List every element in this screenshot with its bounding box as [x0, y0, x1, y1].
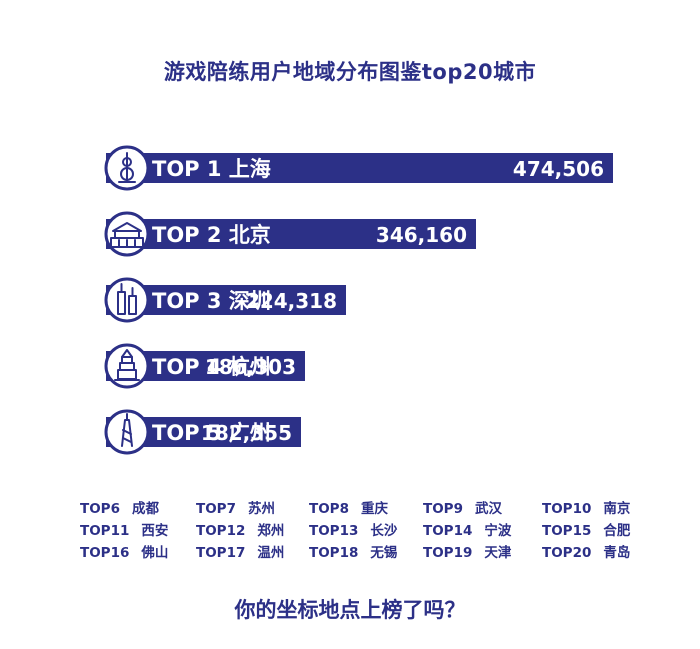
rank-item: TOP10 南京	[542, 497, 630, 517]
city-label: 合肥	[603, 523, 631, 539]
bar	[106, 219, 476, 249]
rank-row: TOP11 西安 TOP12 郑州 TOP13 长沙 TOP14 宁波 TOP15 合肥	[80, 519, 650, 541]
bar-category-label: TOP 2 北京	[152, 223, 271, 247]
rank-item: TOP13 长沙	[309, 519, 397, 539]
rank-item: TOP16 佛山	[80, 541, 168, 561]
oriental-pearl-tower-icon	[104, 145, 150, 191]
bar-group: TOP 2 北京 346,160	[104, 211, 476, 257]
rank-item: TOP15 合肥	[542, 519, 630, 539]
rank-item: TOP19 天津	[423, 541, 511, 561]
city-label: 南京	[603, 501, 631, 517]
rank-item: TOP12 郑州	[196, 519, 284, 539]
chart-title: 游戏陪练用户地域分布图鉴top20城市	[163, 60, 537, 84]
rank-label: TOP18	[309, 545, 359, 561]
rank-label: TOP16	[80, 545, 130, 561]
rank-label: TOP11	[80, 523, 130, 539]
city-label: 重庆	[360, 501, 388, 517]
rank-label: TOP7	[196, 501, 236, 517]
rank-item: TOP6 成都	[80, 497, 159, 517]
city-label: 长沙	[370, 523, 398, 539]
bar-category-label: TOP 4 杭州	[152, 355, 271, 379]
bar-value-label: 474,506	[513, 157, 604, 181]
bar	[106, 153, 613, 183]
city-label: 佛山	[141, 545, 169, 561]
rank-item: TOP11 西安	[80, 519, 168, 539]
rank-label: TOP15	[542, 523, 592, 539]
pagoda-icon	[104, 343, 150, 389]
bar-value-label: 224,318	[246, 289, 337, 313]
bar-category-label: TOP 1 上海	[152, 157, 271, 181]
rank-label: TOP9	[423, 501, 463, 517]
city-label: 宁波	[484, 523, 512, 539]
city-label: 武汉	[474, 501, 502, 517]
rank-item: TOP9 武汉	[423, 497, 502, 517]
rank-label: TOP8	[309, 501, 349, 517]
rank-item: TOP14 宁波	[423, 519, 511, 539]
rank-item: TOP17 温州	[196, 541, 284, 561]
rank-label: TOP17	[196, 545, 246, 561]
rank-label: TOP10	[542, 501, 592, 517]
canton-tower-icon	[104, 409, 150, 455]
tiananmen-icon	[104, 211, 150, 257]
rank-item: TOP18 无锡	[309, 541, 397, 561]
bar-chart: TOP 1 上海 474,506 TOP 2 北京 346,160 TOP 3 深圳22…	[104, 145, 613, 455]
city-label: 成都	[131, 501, 159, 517]
city-label: 西安	[141, 523, 169, 539]
closing-question: 你的坐标地点上榜了吗？	[234, 598, 466, 622]
rank-label: TOP20	[542, 545, 592, 561]
rank-label: TOP19	[423, 545, 473, 561]
bar-value-label: 346,160	[376, 223, 467, 247]
twin-towers-icon	[104, 277, 150, 323]
city-label: 青岛	[603, 545, 631, 561]
ranks-6-20-grid: TOP6 成都 TOP7 苏州 TOP8 重庆 TOP9 武汉 TOP10 南京 TOP11 西安 TO…	[80, 497, 650, 563]
city-label: 苏州	[247, 501, 275, 517]
city-label: 郑州	[257, 523, 285, 539]
rank-label: TOP13	[309, 523, 359, 539]
rank-row: TOP16 佛山 TOP17 温州 TOP18 无锡 TOP19 天津 TOP20 青岛	[80, 541, 650, 563]
city-label: 温州	[257, 545, 285, 561]
rank-label: TOP12	[196, 523, 246, 539]
rank-row: TOP6 成都 TOP7 苏州 TOP8 重庆 TOP9 武汉 TOP10 南京	[80, 497, 650, 519]
rank-item: TOP8 重庆	[309, 497, 388, 517]
bar-group: TOP 1 上海 474,506	[104, 145, 613, 191]
bar-category-label: TOP 3 深圳	[152, 289, 271, 313]
rank-label: TOP14	[423, 523, 473, 539]
rank-item: TOP20 青岛	[542, 541, 630, 561]
bar-value-label: 186,303	[205, 355, 296, 379]
bar-value-label: 182,355	[201, 421, 292, 445]
rank-label: TOP6	[80, 501, 120, 517]
city-label: 天津	[484, 545, 512, 561]
bar-category-label: TOP 5 广州	[152, 421, 271, 445]
city-label: 无锡	[370, 545, 398, 561]
rank-item: TOP7 苏州	[196, 497, 275, 517]
